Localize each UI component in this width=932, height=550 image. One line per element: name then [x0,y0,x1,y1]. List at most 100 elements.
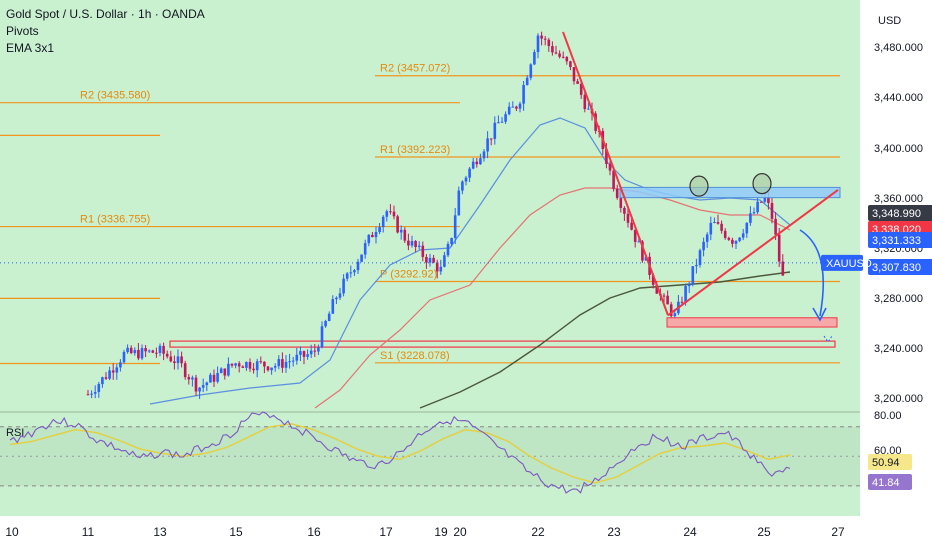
candle[interactable] [497,122,500,124]
candle[interactable] [187,377,191,380]
candle[interactable] [698,250,702,265]
candle[interactable] [266,366,270,371]
candle[interactable] [651,274,655,285]
candle[interactable] [493,122,497,139]
candle[interactable] [169,356,173,362]
candle[interactable] [709,222,713,235]
candle[interactable] [777,234,781,262]
candle[interactable] [129,347,133,354]
candle[interactable] [288,361,291,363]
candle[interactable] [230,363,234,366]
candle[interactable] [428,257,432,263]
candle[interactable] [684,286,687,303]
candle[interactable] [173,361,176,364]
candle[interactable] [504,114,507,122]
candle[interactable] [277,359,281,367]
candle[interactable] [525,77,529,85]
candle[interactable] [507,106,511,115]
candle[interactable] [140,348,144,359]
candle[interactable] [241,366,245,368]
candle[interactable] [745,222,749,234]
candle[interactable] [219,368,223,374]
candle[interactable] [205,382,209,386]
candle[interactable] [731,239,734,244]
candle[interactable] [529,64,533,78]
candle[interactable] [536,35,540,53]
indicator-ema-label[interactable]: EMA 3x1 [6,41,55,55]
candle[interactable] [115,367,119,373]
candle[interactable] [198,387,201,392]
candle[interactable] [353,270,356,273]
candle[interactable] [155,352,158,354]
candle[interactable] [655,284,659,294]
candle[interactable] [356,261,360,271]
candle[interactable] [378,227,381,233]
candle[interactable] [399,229,403,233]
candle[interactable] [565,56,569,62]
candle[interactable] [93,392,97,394]
candle[interactable] [104,377,108,379]
candle[interactable] [738,237,741,241]
candle[interactable] [309,350,313,355]
candle[interactable] [360,254,363,262]
candle[interactable] [291,360,295,362]
candle[interactable] [284,361,288,368]
candle[interactable] [162,345,165,354]
candle[interactable] [245,362,248,368]
candle[interactable] [119,362,122,368]
candle[interactable] [713,222,716,224]
candle[interactable] [371,234,374,238]
candle[interactable] [453,215,457,238]
candle[interactable] [543,38,547,40]
candle[interactable] [345,273,349,279]
candle[interactable] [723,230,727,238]
top-circle[interactable] [689,175,709,197]
candle[interactable] [486,138,489,152]
candle[interactable] [734,240,738,244]
candle[interactable] [720,223,723,231]
candle[interactable] [144,348,147,352]
candle[interactable] [435,262,439,272]
candle[interactable] [407,240,410,246]
candle[interactable] [583,94,587,110]
candle[interactable] [781,261,785,276]
candle[interactable] [576,81,579,84]
candle[interactable] [317,347,320,352]
candle[interactable] [176,356,180,364]
candle[interactable] [385,211,389,217]
candle[interactable] [248,362,252,369]
candle[interactable] [212,374,216,382]
candle[interactable] [666,295,669,305]
candle[interactable] [569,61,572,68]
price-pane[interactable] [0,0,860,412]
falling-trendline[interactable] [562,31,669,316]
candle[interactable] [662,295,666,297]
candle[interactable] [561,56,565,58]
candle[interactable] [479,158,482,165]
candle[interactable] [554,52,558,54]
candle[interactable] [756,201,759,213]
candle[interactable] [551,46,554,53]
candle[interactable] [335,297,338,300]
candle[interactable] [111,370,115,373]
resistance-zone[interactable] [619,186,841,199]
candle[interactable] [432,257,435,263]
candle[interactable] [410,241,414,246]
candle[interactable] [302,351,306,357]
candle[interactable] [180,356,183,364]
candle[interactable] [201,385,205,388]
candle[interactable] [209,374,212,383]
top-circle[interactable] [752,173,772,195]
candle[interactable] [518,103,522,109]
candle[interactable] [281,359,284,368]
candle[interactable] [306,354,309,357]
candle[interactable] [295,354,299,361]
candle[interactable] [403,229,407,241]
candle[interactable] [320,326,324,348]
candle[interactable] [471,161,475,169]
support-band[interactable] [169,340,836,348]
candle[interactable] [522,84,525,104]
candle[interactable] [680,301,684,303]
candle[interactable] [619,197,623,208]
